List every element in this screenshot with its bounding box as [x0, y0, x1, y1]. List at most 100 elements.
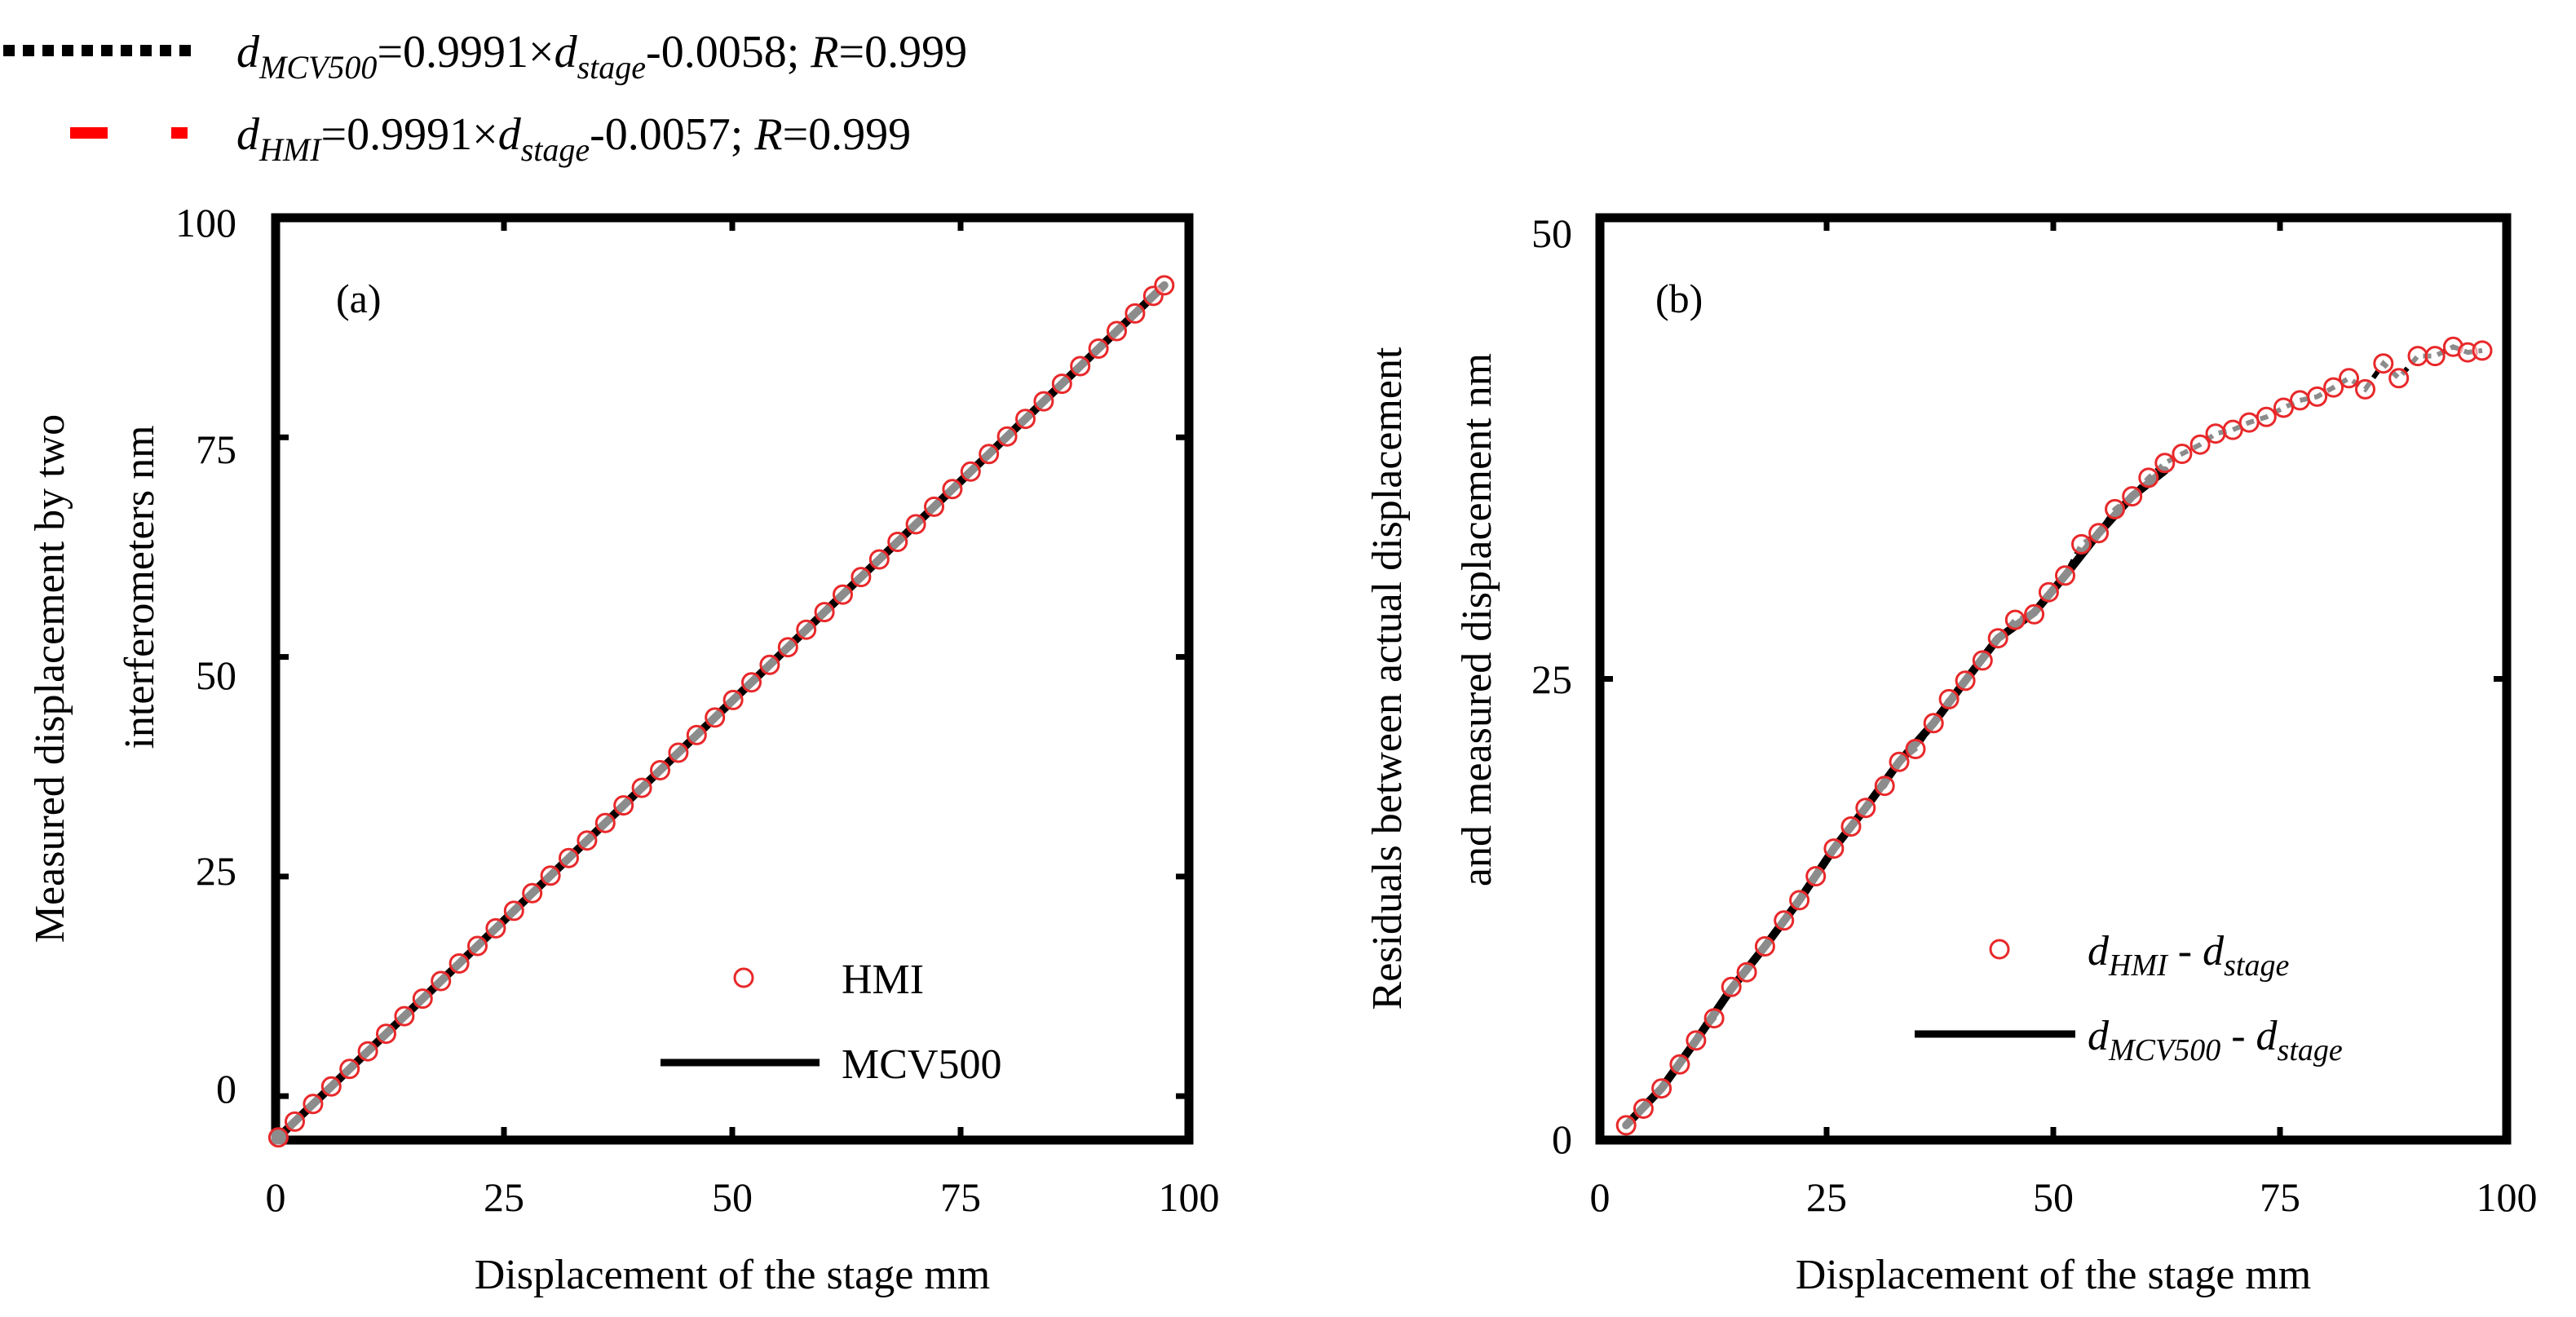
data-point-hmi: [2323, 377, 2344, 398]
data-point-hmi: [851, 567, 872, 588]
chart-b-x-axis-label: Displacement of the stage mm: [1796, 1252, 2311, 1298]
data-point-hmi: [1955, 670, 1976, 692]
data-point-hmi: [1633, 1098, 1654, 1119]
chart-b-y-axis-label-line1: Residuals between actual displacement: [1364, 347, 1411, 1010]
chart-a-y-axis-label-line2: interferometers nm: [117, 425, 163, 749]
data-point-hmi: [996, 426, 1018, 447]
data-point-hmi: [942, 479, 963, 500]
data-point-hmi: [631, 777, 652, 798]
x-tick-label: 0: [266, 1174, 286, 1220]
data-point-hmi: [2038, 581, 2059, 603]
data-point-hmi: [503, 900, 524, 921]
data-point-hmi: [1736, 961, 1757, 983]
data-point-hmi: [2138, 467, 2159, 488]
data-point-hmi: [741, 672, 762, 693]
data-point-hmi: [448, 953, 470, 974]
data-point-hmi: [2290, 390, 2310, 411]
x-tick-label: 50: [712, 1174, 753, 1220]
data-point-hmi: [1107, 320, 1127, 342]
data-point-hmi: [2071, 533, 2092, 555]
data-point-hmi: [2105, 498, 2126, 519]
legend-hmi-marker: [733, 967, 754, 988]
x-tick-label: 0: [1590, 1174, 1611, 1220]
data-point-hmi: [1033, 391, 1054, 412]
data-point-hmi: [394, 1005, 415, 1027]
data-point-hmi: [777, 637, 798, 658]
chart-b-y-tick-labels: 0 25 50: [1531, 210, 1572, 1162]
data-point-hmi: [1938, 688, 1960, 709]
data-point-hmi: [2004, 609, 2026, 630]
data-point-hmi: [357, 1041, 378, 1062]
data-point-hmi: [2307, 386, 2328, 407]
data-point-hmi: [1651, 1078, 1672, 1099]
data-point-hmi: [722, 689, 744, 710]
legend-hmi-residual-marker: [1989, 939, 2010, 960]
data-point-hmi: [303, 1094, 324, 1115]
data-point-hmi: [868, 549, 890, 570]
data-point-hmi: [2122, 486, 2143, 507]
chart-panel-b: 0 25 50 75 100 0 25 50 (b) Displacement …: [1364, 210, 2538, 1298]
chart-a-ticks: [272, 214, 1192, 1140]
y-tick-label: 50: [1531, 210, 1572, 256]
data-point-hmi: [1015, 409, 1036, 430]
series-trend-dotted: [1624, 344, 2483, 1128]
y-tick-label: 0: [1552, 1116, 1572, 1162]
data-point-hmi: [1774, 910, 1795, 931]
data-point-hmi: [2407, 346, 2428, 367]
data-point-hmi: [1840, 816, 1862, 837]
data-point-hmi: [2205, 423, 2226, 444]
data-point-hmi: [1721, 976, 1742, 997]
x-tick-label: 50: [2033, 1174, 2074, 1220]
chart-b-ticks: [1597, 214, 2510, 1143]
chart-a-panel-label: (a): [336, 276, 382, 321]
data-point-hmi: [2424, 346, 2446, 367]
data-point-hmi: [1051, 373, 1072, 395]
x-tick-label: 100: [1159, 1174, 1220, 1220]
data-point-hmi: [924, 496, 944, 517]
data-point-hmi: [2055, 565, 2075, 586]
data-point-hmi: [613, 795, 634, 816]
chart-a-y-tick-labels: 0 25 50 75 100: [175, 200, 236, 1111]
chart-a-x-axis-label: Displacement of the stage mm: [475, 1252, 990, 1298]
data-point-hmi: [759, 654, 780, 675]
y-tick-label: 0: [216, 1066, 236, 1111]
data-point-hmi: [267, 1127, 289, 1148]
data-point-hmi: [2339, 368, 2359, 389]
data-point-hmi: [668, 742, 689, 763]
data-point-hmi: [2472, 340, 2493, 361]
chart-b-legend: dHMI - dstage dMCV500 - dstage: [1915, 928, 2343, 1067]
data-point-hmi: [412, 988, 433, 1010]
data-point-hmi: [1154, 275, 1175, 296]
data-point-hmi: [979, 444, 1000, 465]
data-point-hmi: [1615, 1115, 1637, 1136]
data-point-hmi: [2273, 397, 2294, 418]
legend-hmi-label: HMI: [842, 957, 924, 1003]
data-point-hmi: [559, 847, 579, 868]
data-point-hmi: [1669, 1054, 1690, 1075]
data-point-hmi: [339, 1058, 360, 1080]
legend-mcv500-label: MCV500: [842, 1041, 1001, 1088]
data-point-hmi: [686, 724, 707, 745]
data-point-hmi: [1789, 890, 1810, 911]
y-tick-label: 100: [175, 200, 236, 245]
data-point-hmi: [1686, 1030, 1707, 1051]
y-tick-label: 25: [196, 848, 236, 894]
data-point-hmi: [796, 619, 817, 640]
data-point-hmi: [594, 812, 616, 833]
chart-b-series: [1615, 336, 2493, 1136]
data-point-hmi: [2189, 434, 2211, 455]
data-point-hmi: [540, 865, 561, 886]
data-point-hmi: [2088, 523, 2110, 544]
x-tick-label: 75: [940, 1174, 981, 1220]
chart-b-y-axis-label-line2: and measured displacement nm: [1454, 353, 1500, 886]
data-point-hmi: [1889, 751, 1910, 772]
data-point-hmi: [833, 584, 853, 605]
y-tick-label: 25: [1531, 656, 1572, 702]
data-point-hmi: [431, 970, 452, 992]
chart-a-y-axis-label-line1: Measured displacement by two: [27, 414, 73, 943]
data-point-hmi: [1070, 356, 1091, 377]
data-point-hmi: [905, 514, 926, 535]
data-point-hmi: [705, 707, 726, 728]
data-point-hmi: [2154, 453, 2176, 474]
legend-hmi-residual-label: dHMI - dstage: [2088, 928, 2289, 983]
